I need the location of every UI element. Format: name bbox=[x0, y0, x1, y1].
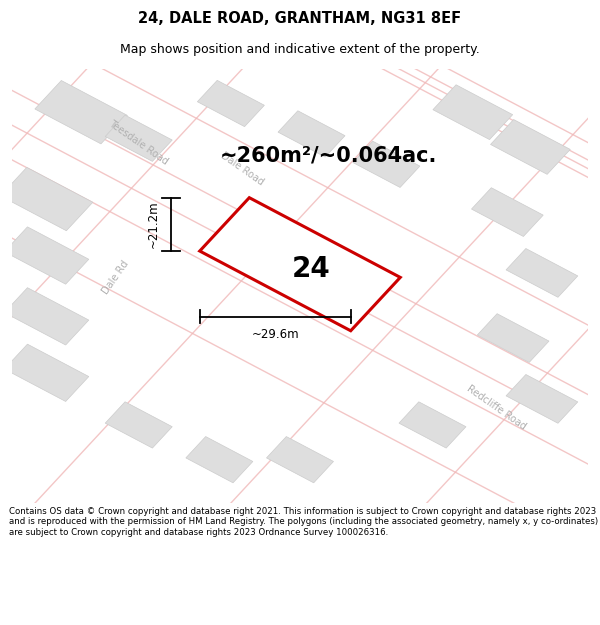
Polygon shape bbox=[477, 314, 549, 362]
Polygon shape bbox=[491, 119, 570, 174]
Text: ~21.2m: ~21.2m bbox=[146, 201, 160, 248]
Polygon shape bbox=[105, 402, 172, 448]
Text: 24, DALE ROAD, GRANTHAM, NG31 8EF: 24, DALE ROAD, GRANTHAM, NG31 8EF bbox=[139, 11, 461, 26]
Text: 24: 24 bbox=[292, 254, 331, 282]
Polygon shape bbox=[266, 436, 334, 483]
Polygon shape bbox=[200, 198, 400, 331]
Text: Dale Rd: Dale Rd bbox=[101, 259, 131, 296]
Polygon shape bbox=[35, 81, 127, 144]
Polygon shape bbox=[433, 85, 512, 139]
Polygon shape bbox=[4, 288, 89, 345]
Text: Contains OS data © Crown copyright and database right 2021. This information is : Contains OS data © Crown copyright and d… bbox=[9, 507, 598, 537]
Polygon shape bbox=[1, 168, 93, 231]
Polygon shape bbox=[506, 374, 578, 423]
Polygon shape bbox=[4, 344, 89, 401]
Polygon shape bbox=[4, 227, 89, 284]
Polygon shape bbox=[197, 81, 265, 127]
Polygon shape bbox=[278, 111, 345, 157]
Polygon shape bbox=[506, 249, 578, 298]
Text: Map shows position and indicative extent of the property.: Map shows position and indicative extent… bbox=[120, 42, 480, 56]
Polygon shape bbox=[105, 115, 172, 161]
Polygon shape bbox=[353, 141, 420, 188]
Polygon shape bbox=[186, 436, 253, 483]
Text: ~260m²/~0.064ac.: ~260m²/~0.064ac. bbox=[220, 146, 437, 166]
Text: ~29.6m: ~29.6m bbox=[251, 328, 299, 341]
Polygon shape bbox=[472, 188, 543, 236]
Text: Dale Road: Dale Road bbox=[219, 150, 266, 187]
Polygon shape bbox=[399, 402, 466, 448]
Text: Teesdale Road: Teesdale Road bbox=[107, 119, 170, 167]
Text: Redcliffe Road: Redcliffe Road bbox=[464, 383, 527, 432]
